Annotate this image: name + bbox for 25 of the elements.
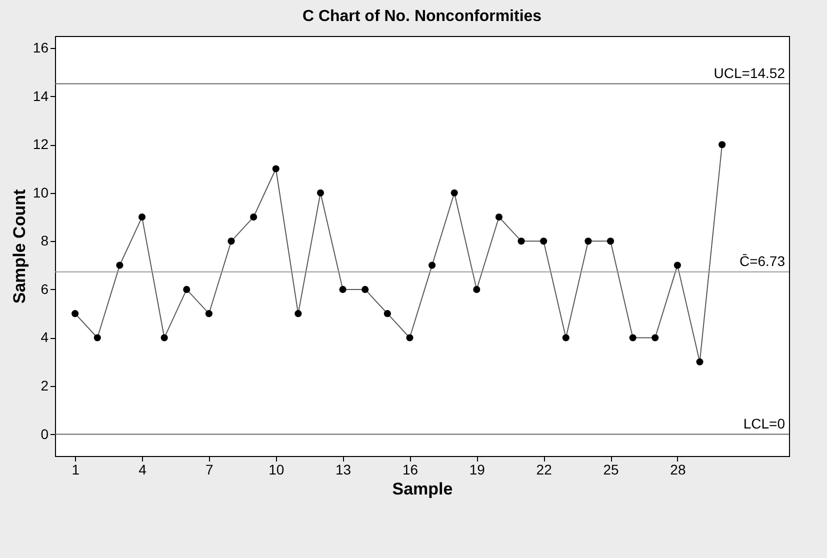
y-tick-label: 6 — [40, 280, 49, 297]
x-tick-label: 22 — [536, 462, 552, 478]
y-tick-label: 16 — [32, 40, 49, 56]
y-tick-label: 14 — [32, 88, 49, 104]
ref-line-label: LCL=0 — [743, 415, 786, 432]
y-tick-label: 12 — [32, 136, 49, 152]
x-tick-label: 19 — [469, 462, 486, 478]
y-tick-label: 0 — [40, 426, 49, 442]
x-tick-label: 13 — [336, 462, 352, 478]
ref-line-label: C̄=6.73 — [739, 252, 786, 269]
x-tick-label: 25 — [603, 462, 620, 478]
x-tick-label: 28 — [670, 462, 686, 478]
y-tick-label: 2 — [40, 378, 49, 394]
x-tick-label: 10 — [268, 462, 284, 478]
y-tick-label: 10 — [32, 184, 49, 200]
x-tick-label: 4 — [138, 462, 147, 478]
y-tick-label: 8 — [40, 232, 49, 249]
x-axis-title: Sample — [392, 480, 453, 498]
x-tick-label: 7 — [206, 462, 214, 478]
x-tick-label: 16 — [402, 462, 418, 478]
y-axis-title: Sample Count — [10, 189, 29, 304]
ref-line-label: UCL=14.52 — [714, 64, 786, 81]
y-tick-label: 4 — [40, 329, 49, 346]
chart-title: C Chart of No. Nonconformities — [302, 8, 542, 25]
x-tick-label: 1 — [72, 462, 80, 478]
